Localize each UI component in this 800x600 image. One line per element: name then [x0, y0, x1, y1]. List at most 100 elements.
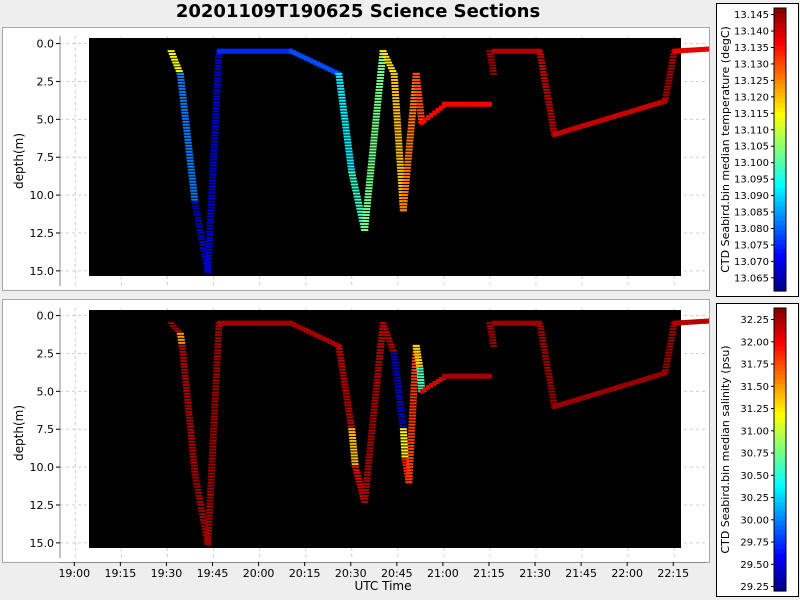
data-cell [371, 127, 379, 130]
colorbar-swatch [774, 553, 786, 559]
data-cell [410, 381, 418, 384]
data-cell [398, 419, 406, 422]
data-cell [214, 334, 222, 337]
data-cell [198, 241, 206, 244]
data-cell [407, 127, 415, 130]
data-cell [238, 48, 243, 54]
data-cell [540, 76, 548, 79]
data-cell [361, 500, 369, 503]
data-cell [364, 471, 372, 474]
data-cell [273, 320, 278, 326]
data-cell [206, 508, 214, 511]
data-cell [398, 416, 406, 419]
data-cell [208, 194, 216, 197]
data-cell [606, 387, 611, 393]
data-cell [413, 347, 421, 350]
data-cell [378, 59, 386, 62]
data-cell [683, 319, 688, 325]
data-cell [197, 503, 205, 506]
data-cell [488, 333, 496, 336]
data-cell [406, 453, 414, 456]
data-cell [180, 105, 188, 108]
data-cell [340, 380, 348, 383]
data-cell [609, 114, 614, 120]
data-cell [213, 86, 221, 89]
data-cell [460, 373, 465, 379]
data-cell [190, 189, 198, 192]
colorbar-swatch [774, 55, 786, 61]
colorbar-tick-label: 13.120 [734, 92, 769, 103]
data-cell [208, 191, 216, 194]
data-cell [606, 115, 611, 121]
data-cell [666, 73, 674, 76]
data-cell [194, 491, 202, 494]
data-cell [663, 91, 671, 94]
data-cell [209, 436, 217, 439]
data-cell [348, 174, 356, 177]
data-cell [196, 228, 204, 231]
data-cell [394, 127, 402, 130]
data-cell [400, 197, 408, 200]
data-cell [340, 111, 348, 114]
colorbar-swatch [774, 430, 786, 436]
data-cell [276, 48, 281, 54]
colorbar-swatch [774, 529, 786, 535]
data-cell [205, 529, 213, 532]
data-cell [454, 373, 459, 379]
data-cell [410, 393, 418, 396]
data-cell [350, 451, 358, 454]
data-cell [396, 403, 404, 406]
colorbar-tick-label: 13.110 [734, 125, 769, 136]
colorbar-swatch [774, 210, 786, 217]
data-cell [397, 172, 405, 175]
data-cell [384, 334, 392, 337]
data-cell [209, 433, 217, 436]
data-marks [167, 317, 727, 546]
data-cell [188, 443, 196, 446]
data-cell [207, 481, 215, 484]
data-cell [217, 320, 222, 326]
data-cell [194, 488, 202, 491]
data-cell [207, 478, 215, 481]
data-cell [654, 373, 659, 379]
data-cell [539, 340, 547, 343]
data-cell [396, 166, 404, 169]
data-cell [395, 148, 403, 151]
data-cell [415, 94, 423, 97]
colorbar-swatch [774, 388, 786, 394]
data-cell [318, 334, 323, 340]
data-cell [398, 181, 406, 184]
colorbar-swatch [774, 125, 786, 132]
colorbar-tick-label: 30.50 [740, 471, 769, 482]
data-cell [172, 61, 180, 64]
data-cell [376, 76, 384, 79]
x-tick-label: 20:45 [381, 567, 413, 580]
data-cell [362, 217, 370, 220]
data-cell [406, 469, 414, 472]
data-cell [630, 380, 635, 386]
data-cell [419, 119, 424, 125]
data-cell [406, 139, 414, 142]
data-cell [330, 68, 335, 74]
data-cell [186, 159, 194, 162]
colorbar-swatch [774, 107, 786, 113]
data-cell [391, 88, 399, 91]
data-cell [406, 466, 414, 469]
data-cell [205, 254, 213, 257]
data-cell [651, 374, 656, 380]
data-cell [192, 479, 200, 482]
data-cell [363, 205, 371, 208]
data-cell [354, 474, 362, 477]
data-cell [600, 117, 605, 123]
colorbar-swatch [774, 449, 786, 455]
data-cell [207, 484, 215, 487]
colorbar-swatch [774, 26, 786, 33]
data-cell [201, 253, 209, 256]
data-cell [184, 135, 192, 138]
data-cell [417, 376, 425, 379]
data-cell [187, 431, 195, 434]
data-cell [188, 446, 196, 449]
data-cell [362, 483, 370, 486]
data-cell [414, 353, 422, 356]
salinity-plot-panel: 0.0 2.5 5.0 7.5 10.0 12.5 15.0 depth(m) [2, 299, 727, 563]
